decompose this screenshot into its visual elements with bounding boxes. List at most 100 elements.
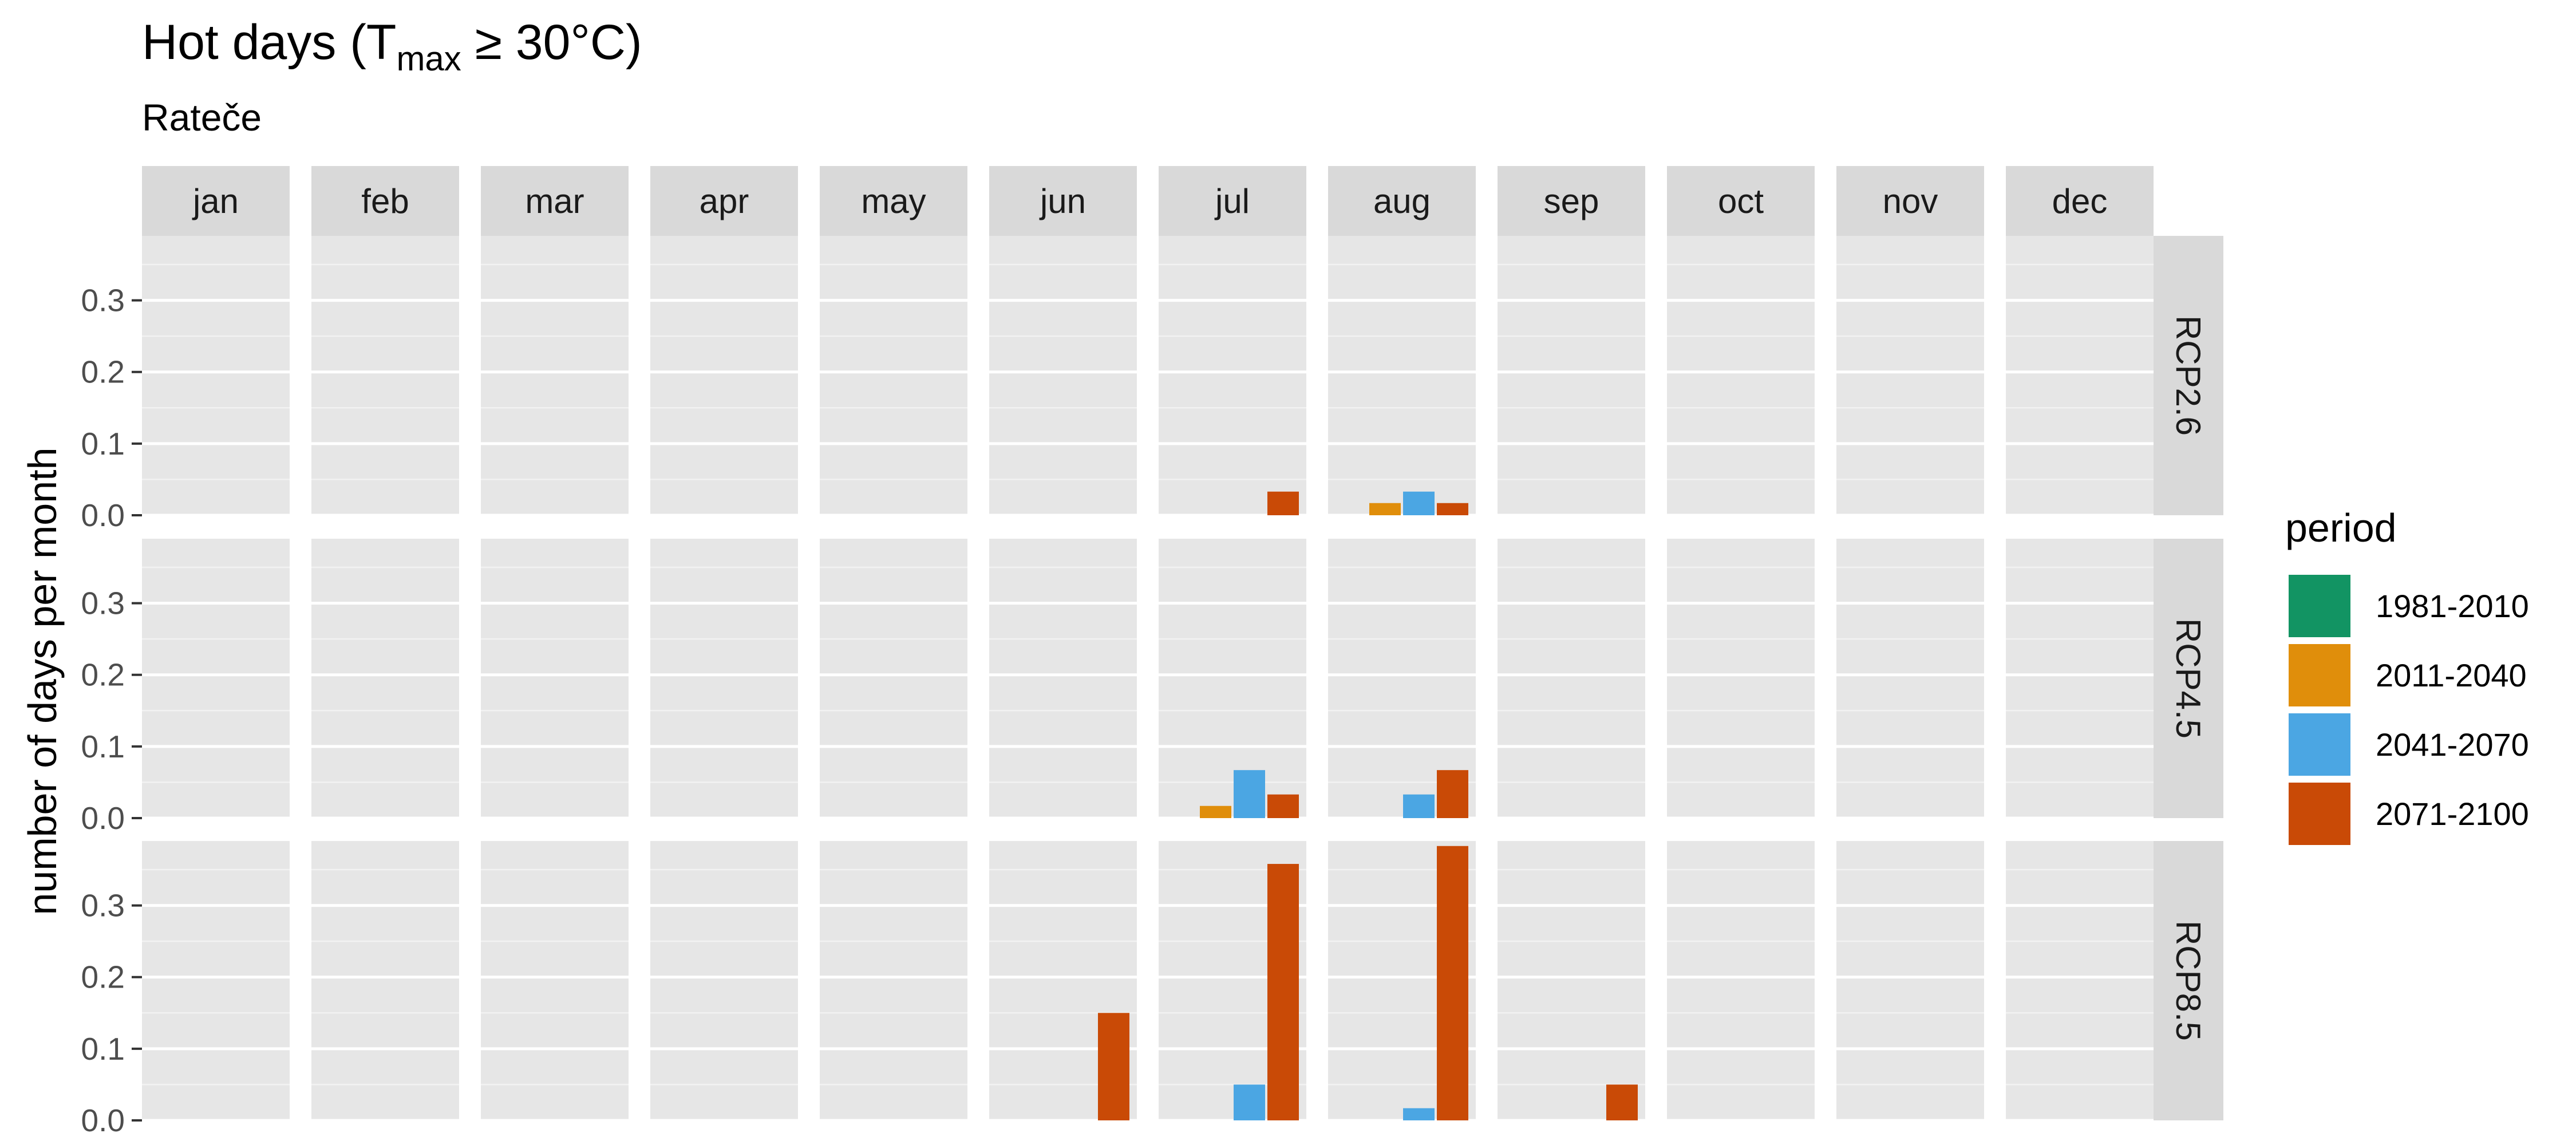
panel-rcp26-feb bbox=[311, 236, 459, 515]
strip-label-feb: feb bbox=[361, 182, 409, 220]
strip-label-may: may bbox=[861, 182, 926, 220]
panel-rcp26-jul bbox=[1159, 236, 1306, 515]
bar-rcp85-jul-2041-2070 bbox=[1234, 1084, 1265, 1120]
strip-label-dec: dec bbox=[2052, 182, 2108, 220]
y-axis-title: number of days per month bbox=[20, 447, 65, 915]
bar-rcp45-jul-2011-2040 bbox=[1200, 806, 1231, 818]
bar-rcp26-aug-2011-2040 bbox=[1369, 503, 1401, 515]
panel-rcp45-sep bbox=[1498, 539, 1645, 818]
legend: period 1981-2010 2011-2040 2041-2070 2071-2… bbox=[2285, 506, 2529, 848]
panel-rcp26-jan bbox=[142, 236, 290, 515]
strip-rcp26 bbox=[2154, 236, 2223, 515]
panel-rcp45-dec bbox=[2006, 539, 2154, 818]
strip-label-sep: sep bbox=[1544, 182, 1599, 220]
y-tick-label: 0.0 bbox=[81, 1103, 125, 1138]
strip-label-rcp85: RCP8.5 bbox=[2169, 921, 2207, 1041]
panel-rcp26-aug bbox=[1328, 236, 1476, 515]
bar-rcp85-jun-2071-2100 bbox=[1098, 1013, 1129, 1120]
legend-label-2071-2100: 2071-2100 bbox=[2376, 796, 2529, 832]
y-tick-label: 0.1 bbox=[81, 1031, 125, 1067]
panel-rcp45-jan bbox=[142, 539, 290, 818]
bar-rcp85-aug-2041-2070 bbox=[1403, 1108, 1435, 1120]
y-tick-label: 0.2 bbox=[81, 354, 125, 390]
strip-feb bbox=[311, 166, 459, 236]
strip-sep bbox=[1498, 166, 1645, 236]
strip-apr bbox=[650, 166, 798, 236]
panel-rcp85-apr bbox=[650, 841, 798, 1120]
panel-rcp26-jun bbox=[989, 236, 1137, 515]
strip-jul bbox=[1159, 166, 1306, 236]
panel-rcp45-nov bbox=[1836, 539, 1984, 818]
bar-rcp85-jul-2071-2100 bbox=[1267, 864, 1299, 1120]
bar-rcp85-sep-2071-2100 bbox=[1606, 1084, 1638, 1120]
panel-rcp26-nov bbox=[1836, 236, 1984, 515]
legend-title: period bbox=[2285, 506, 2397, 550]
y-tick-label: 0.1 bbox=[81, 426, 125, 461]
strip-label-rcp45: RCP4.5 bbox=[2169, 618, 2207, 739]
y-tick-label: 0.2 bbox=[81, 960, 125, 995]
bar-rcp26-jul-2071-2100 bbox=[1267, 491, 1299, 515]
panel-rcp26-may bbox=[820, 236, 967, 515]
strip-nov bbox=[1836, 166, 1984, 236]
strip-label-nov: nov bbox=[1883, 182, 1938, 220]
panel-rcp85-nov bbox=[1836, 841, 1984, 1120]
panel-rcp85-oct bbox=[1667, 841, 1815, 1120]
legend-swatch-2071-2100 bbox=[2289, 783, 2350, 845]
panel-rcp26-mar bbox=[481, 236, 629, 515]
y-tick-label: 0.3 bbox=[81, 586, 125, 621]
legend-swatch-2011-2040 bbox=[2289, 644, 2350, 706]
panel-rcp85-feb bbox=[311, 841, 459, 1120]
facet-panels: jan feb mar apr may jun jul aug sep oct nov dec RCP2… bbox=[81, 166, 2223, 1138]
panel-rcp45-jun bbox=[989, 539, 1137, 818]
bar-rcp45-jul-2041-2070 bbox=[1234, 770, 1265, 818]
strip-label-oct: oct bbox=[1718, 182, 1764, 220]
strip-label-rcp26: RCP2.6 bbox=[2169, 315, 2207, 436]
bar-rcp45-aug-2071-2100 bbox=[1437, 770, 1468, 818]
y-tick-label: 0.0 bbox=[81, 800, 125, 836]
strip-label-jan: jan bbox=[192, 182, 239, 220]
strip-dec bbox=[2006, 166, 2154, 236]
legend-swatch-1981-2010 bbox=[2289, 575, 2350, 637]
strip-label-aug: aug bbox=[1373, 182, 1431, 220]
bar-rcp85-aug-2071-2100 bbox=[1437, 846, 1468, 1120]
strip-jan bbox=[142, 166, 290, 236]
y-tick-label: 0.0 bbox=[81, 498, 125, 533]
legend-label-1981-2010: 1981-2010 bbox=[2376, 588, 2529, 624]
strip-oct bbox=[1667, 166, 1815, 236]
y-tick-label: 0.3 bbox=[81, 888, 125, 923]
panel-rcp45-jul bbox=[1159, 539, 1306, 818]
y-tick-label: 0.2 bbox=[81, 657, 125, 693]
strip-jun bbox=[989, 166, 1137, 236]
bar-rcp45-jul-2071-2100 bbox=[1267, 794, 1299, 818]
chart-title: Hot days (Tmax ≥ 30°C) bbox=[142, 15, 642, 78]
strip-label-mar: mar bbox=[525, 182, 584, 220]
strip-label-apr: apr bbox=[700, 182, 749, 220]
y-tick-label: 0.3 bbox=[81, 283, 125, 318]
bar-rcp45-aug-2041-2070 bbox=[1403, 794, 1435, 818]
panel-rcp85-jan bbox=[142, 841, 290, 1120]
strip-mar bbox=[481, 166, 629, 236]
strip-may bbox=[820, 166, 967, 236]
panel-rcp85-may bbox=[820, 841, 967, 1120]
legend-label-2011-2040: 2011-2040 bbox=[2376, 657, 2527, 693]
panel-rcp45-feb bbox=[311, 539, 459, 818]
panel-rcp26-apr bbox=[650, 236, 798, 515]
panel-rcp45-oct bbox=[1667, 539, 1815, 818]
panel-rcp85-dec bbox=[2006, 841, 2154, 1120]
panel-rcp85-sep bbox=[1498, 841, 1645, 1120]
chart-subtitle: Rateče bbox=[142, 96, 262, 139]
y-tick-label: 0.1 bbox=[81, 729, 125, 764]
strip-aug bbox=[1328, 166, 1476, 236]
panel-rcp45-mar bbox=[481, 539, 629, 818]
bar-rcp26-aug-2041-2070 bbox=[1403, 491, 1435, 515]
strip-rcp85 bbox=[2154, 841, 2223, 1120]
bar-rcp26-aug-2071-2100 bbox=[1437, 503, 1468, 515]
panel-rcp45-apr bbox=[650, 539, 798, 818]
strip-label-jun: jun bbox=[1039, 182, 1086, 220]
panel-rcp26-oct bbox=[1667, 236, 1815, 515]
legend-label-2041-2070: 2041-2070 bbox=[2376, 727, 2529, 763]
legend-swatch-2041-2070 bbox=[2289, 713, 2350, 776]
strip-rcp45 bbox=[2154, 539, 2223, 818]
panel-rcp26-sep bbox=[1498, 236, 1645, 515]
